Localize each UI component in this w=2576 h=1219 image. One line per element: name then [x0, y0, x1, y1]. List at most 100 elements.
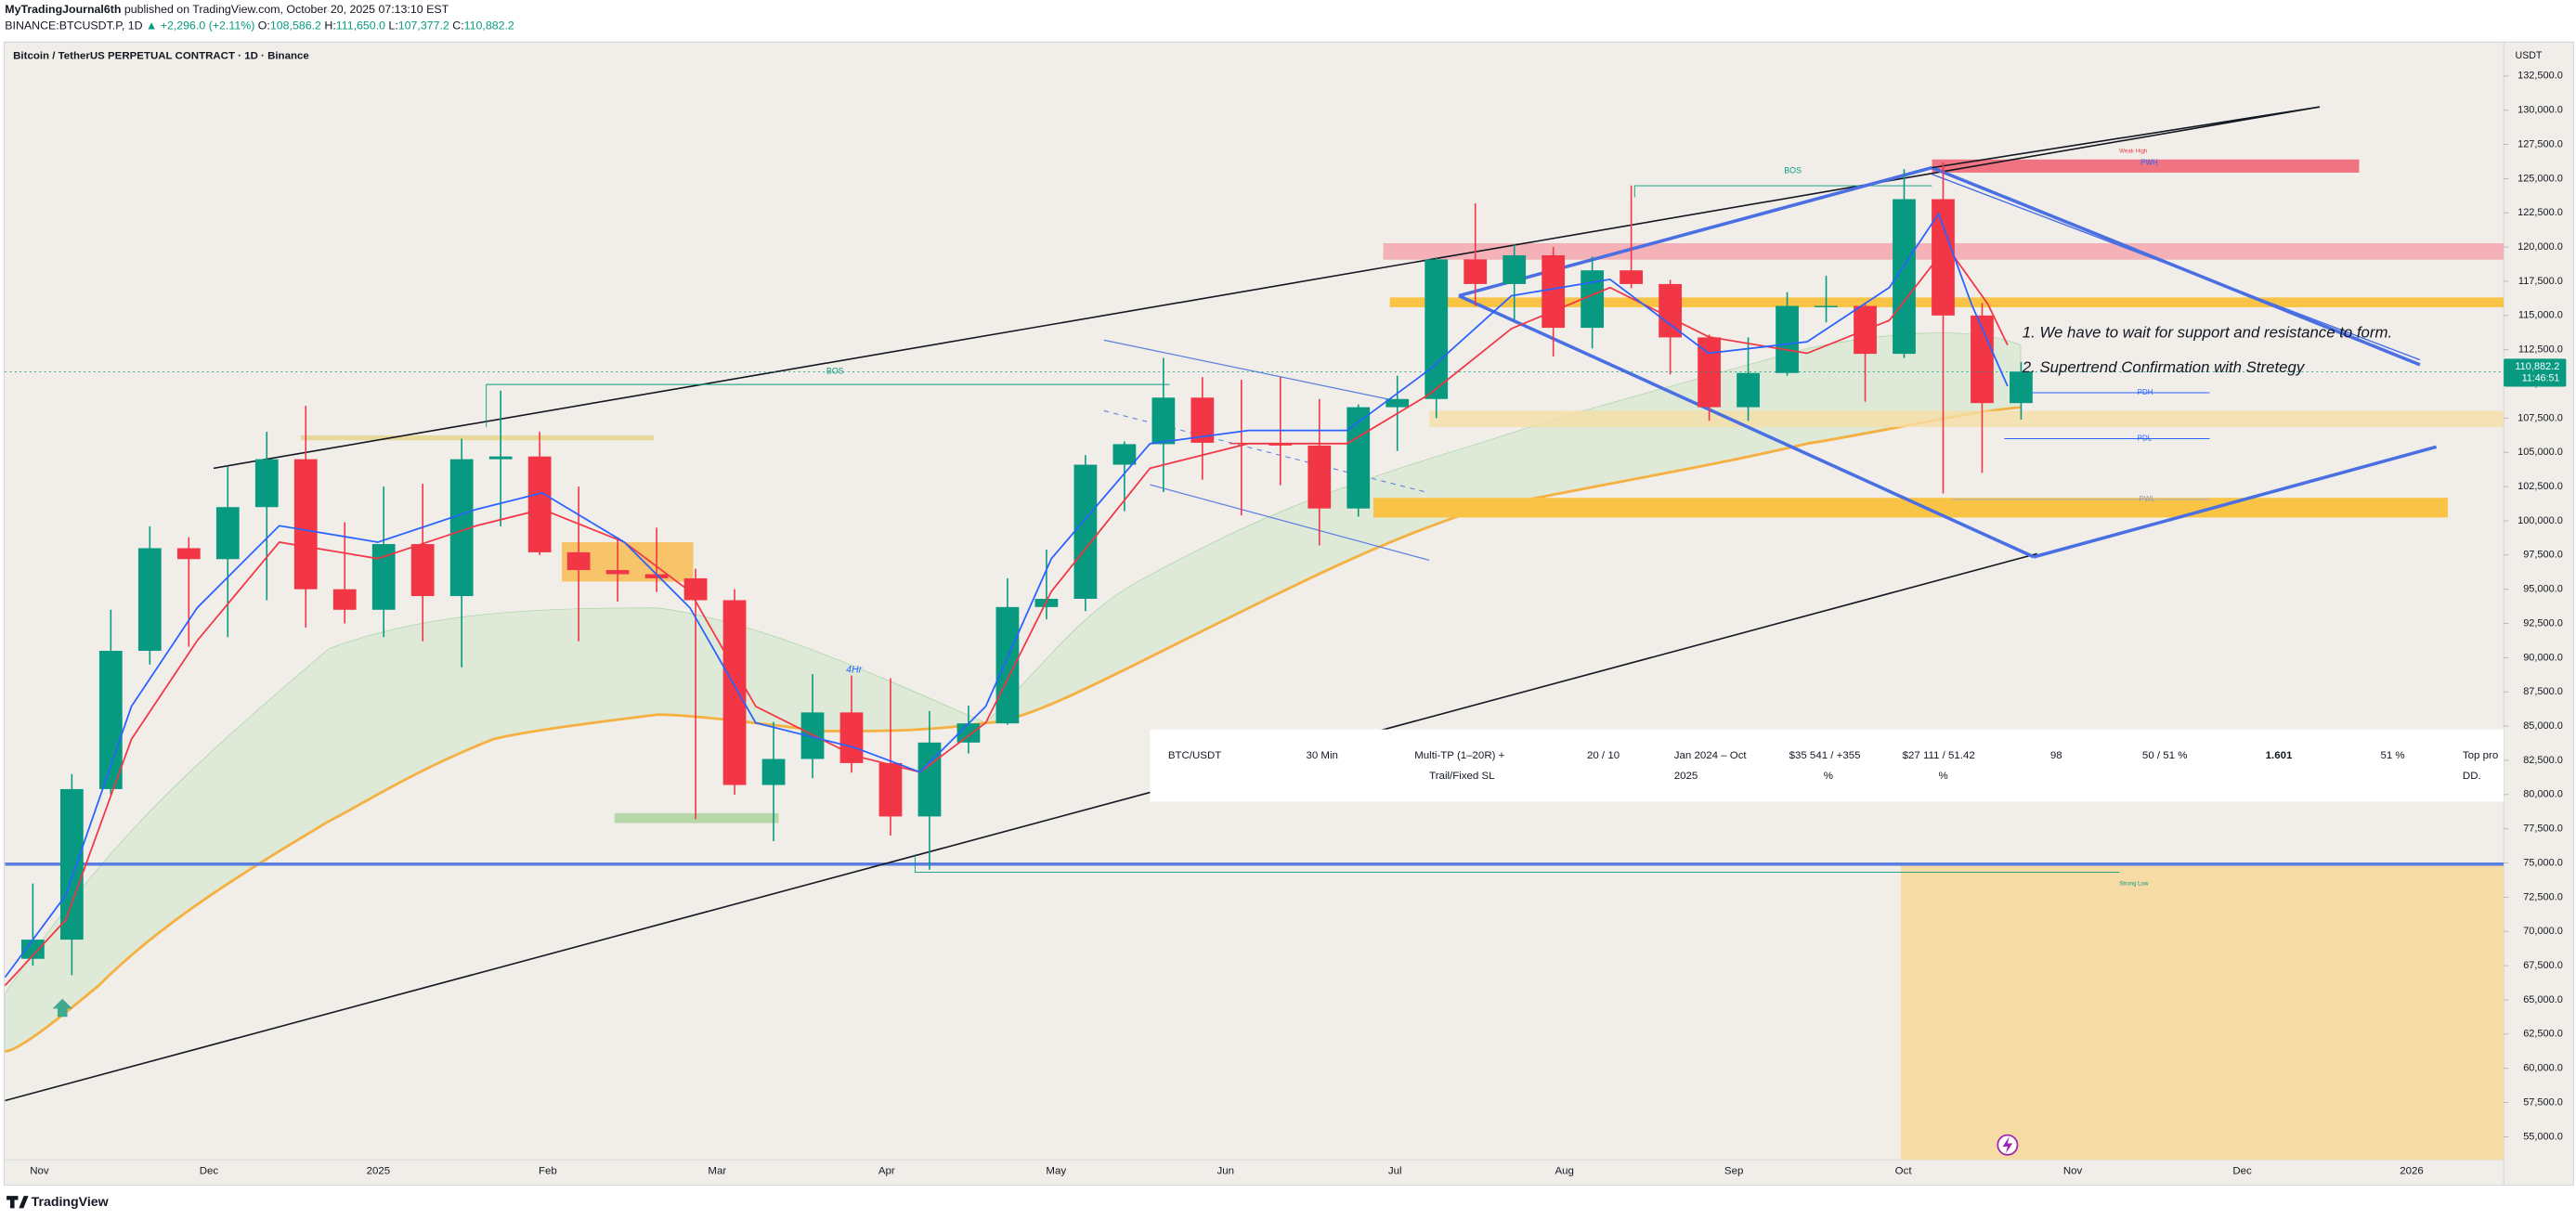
structure-line: [1633, 185, 1932, 198]
ohlc-key: C:: [452, 19, 463, 32]
y-tick-label: 67,500.0: [2523, 960, 2563, 971]
table-cell: 50 / 51 %: [2142, 750, 2188, 761]
table-cell: %: [1939, 771, 1948, 782]
candle-body: [605, 570, 630, 575]
ohlc-value: 107,377.2: [398, 19, 449, 32]
table-cell: Top pro: [2463, 750, 2498, 761]
candle-body: [1659, 283, 1682, 338]
x-tick-label: Dec: [2232, 1166, 2252, 1177]
zone: [300, 434, 655, 441]
y-tick-label: 92,500.0: [2523, 617, 2563, 629]
last-price-box: [2504, 358, 2567, 387]
candle-body: [683, 577, 708, 601]
currency: USDT: [2516, 50, 2543, 61]
ohlc-value: 111,650.0: [336, 19, 385, 32]
table-cell: $27 111 / 51.42: [1903, 750, 1975, 761]
candle-body: [488, 456, 513, 460]
author: MyTradingJournal6th: [5, 3, 121, 16]
table-cell: Multi-TP (1–20R) +: [1414, 750, 1504, 761]
y-tick-label: 125,000.0: [2517, 173, 2563, 184]
y-tick-label: 82,500.0: [2523, 755, 2563, 766]
candle-body: [1386, 398, 1410, 408]
candle-body: [254, 459, 279, 508]
table-cell: BTC/USDT: [1168, 750, 1221, 761]
annotation: 1. We have to wait for support and resis…: [2023, 324, 2392, 342]
chart-title: Bitcoin / TetherUS PERPETUAL CONTRACT · …: [13, 50, 309, 61]
wedge-line: [1932, 174, 2421, 361]
y-tick-label: 62,500.0: [2523, 1029, 2563, 1040]
y-tick-label: 130,000.0: [2517, 105, 2563, 116]
y-tick-label: 57,500.0: [2523, 1096, 2563, 1108]
annotation: BOS: [1784, 165, 1802, 175]
annotation: PWL: [2139, 495, 2155, 503]
wedge-line: [2033, 445, 2438, 559]
y-tick-label: 122,500.0: [2517, 207, 2563, 218]
footer-brand: TradingView: [32, 1194, 110, 1209]
candle-body: [566, 551, 591, 571]
candle-body: [1268, 444, 1293, 446]
y-tick-label: 132,500.0: [2517, 71, 2563, 82]
channel-line: [1103, 339, 1405, 404]
candle-body: [371, 544, 396, 610]
table-cells: BTC/USDT 30 Min Multi-TP (1–20R) + Trail/Fi…: [1168, 750, 2498, 782]
logo: [7, 1196, 29, 1209]
y-tick-label: 80,000.0: [2523, 789, 2563, 800]
table-cell: DD.: [2463, 771, 2481, 782]
candle-body: [2010, 371, 2033, 404]
table-cell: %: [1824, 771, 1833, 782]
candle-body: [20, 940, 45, 959]
published: published on TradingView.com, October 20…: [124, 3, 449, 16]
candle-body: [1151, 397, 1176, 445]
candles: [5, 162, 2504, 976]
annotation: Weak High: [2119, 149, 2148, 155]
annotation: Strong Low: [2119, 881, 2149, 888]
candle-body: [215, 507, 240, 560]
table-cell: 98: [2050, 750, 2062, 761]
y-tick-label: 72,500.0: [2523, 891, 2563, 902]
table-cell: $35 541 / +355: [1789, 750, 1861, 761]
candle-body: [1229, 442, 1254, 445]
x-tick-label: May: [1046, 1166, 1066, 1177]
symbol-line: BINANCE:BTCUSDT.P, 1D ▲ +2,296.0 (+2.11%…: [5, 19, 514, 32]
table-cell: 1.601: [2266, 750, 2293, 761]
candle-body: [527, 456, 552, 552]
header-line: MyTradingJournal6th published on Trading…: [5, 3, 449, 16]
annotation: 4Hr: [846, 665, 863, 676]
trend-line: [5, 552, 2037, 1102]
zone: [1900, 863, 2504, 1161]
table-cell: 30 Min: [1306, 750, 1337, 761]
annotations: BOS BOS Weak High PWH PDH PDL PWL Strong Low 4Hr…: [826, 149, 2392, 888]
countdown-label: 11:46:51: [2522, 372, 2560, 383]
x-tick-label: Nov: [2063, 1166, 2083, 1177]
zone: [1932, 159, 2360, 173]
candle-body: [1503, 254, 1527, 284]
axes: 55,000.0 57,500.0 60,000.0 62,500.0 65,000.0…: [30, 71, 2567, 1177]
x-tick-label: Sep: [1724, 1166, 1743, 1177]
trend-line: [213, 106, 2321, 470]
y-tick-label: 112,500.0: [2518, 344, 2563, 356]
x-tick-label: Dec: [200, 1166, 219, 1177]
ohlc-value: 110,882.2: [464, 19, 514, 32]
candle-body: [1776, 305, 1799, 373]
y-tick-label: 65,000.0: [2523, 994, 2563, 1005]
x-tick-label: Mar: [708, 1166, 726, 1177]
candle-body: [332, 589, 357, 610]
candle-body: [1932, 199, 1955, 316]
y-tick-label: 75,000.0: [2523, 857, 2563, 868]
table-cell: 51 %: [2380, 750, 2404, 761]
candle-body: [956, 723, 981, 743]
annotation: PDL: [2138, 434, 2153, 443]
stats-table: [1150, 729, 2504, 802]
ohlc-key: L:: [388, 19, 397, 32]
ema-line: [5, 245, 2009, 987]
structure-line: [486, 383, 1170, 428]
y-tick-label: 60,000.0: [2523, 1063, 2563, 1074]
y-tick-label: 55,000.0: [2523, 1131, 2563, 1142]
table-cell: 2025: [1674, 771, 1698, 782]
y-tick-label: 90,000.0: [2523, 652, 2563, 663]
y-tick-label: 97,500.0: [2523, 550, 2563, 561]
candle-body: [761, 759, 786, 785]
x-tick-label: Aug: [1555, 1166, 1573, 1177]
